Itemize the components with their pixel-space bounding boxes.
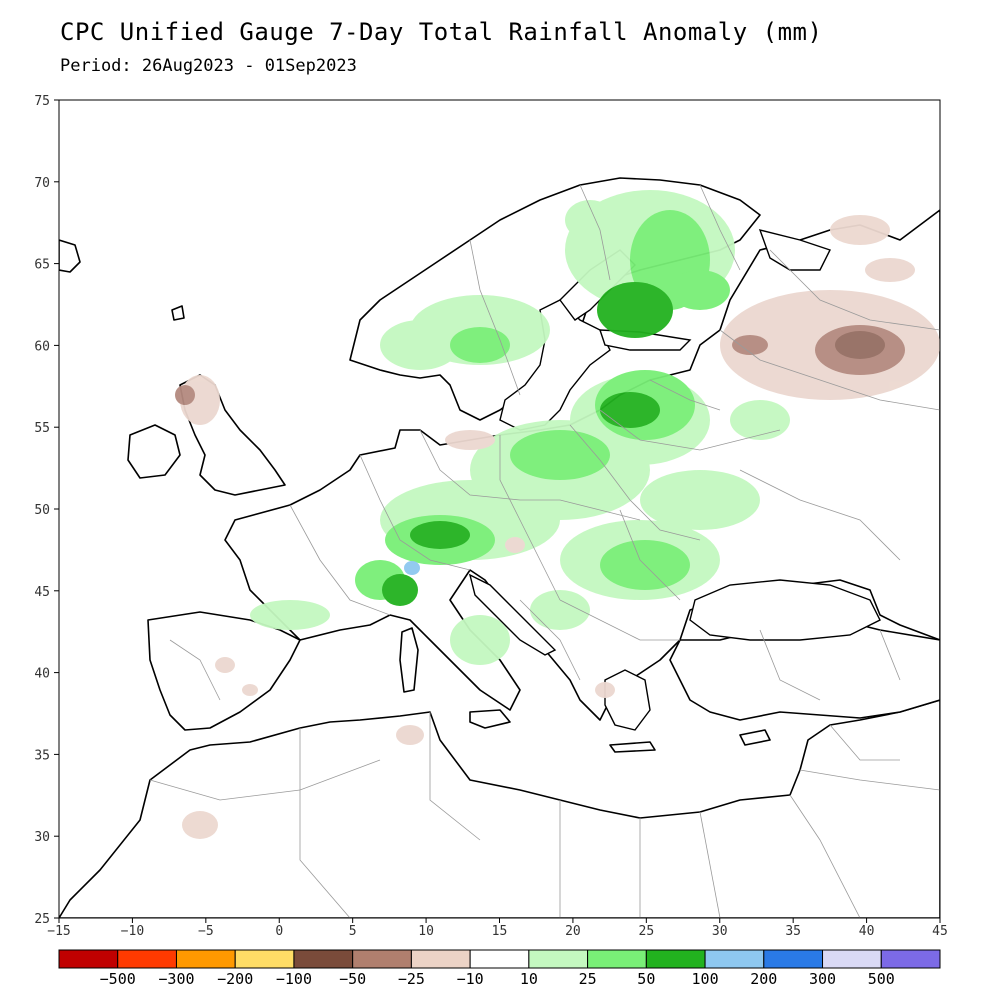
lat-tick-label: 30 (34, 830, 50, 845)
faroe-islands (171, 305, 185, 321)
lat-tick-label: 55 (34, 421, 50, 436)
crete (609, 741, 656, 753)
colorbar-swatch (587, 949, 647, 969)
lon-tick-label: −15 (47, 924, 70, 939)
aegean-sea (604, 669, 651, 731)
lon-tick-label: 40 (859, 924, 875, 939)
lon-tick-label: 25 (639, 924, 655, 939)
colorbar-swatch (822, 949, 882, 969)
colorbar-swatch (528, 949, 589, 969)
lat-tick-label: 25 (34, 912, 50, 927)
lon-tick-label: 5 (349, 924, 357, 939)
cyprus (739, 729, 771, 746)
colorbar-label: 10 (520, 970, 538, 988)
colorbar-label: 200 (750, 970, 777, 988)
country-borders (149, 184, 940, 918)
baltic-sea (499, 299, 611, 431)
colorbar-swatch (58, 949, 119, 969)
colorbar-swatch (293, 949, 354, 969)
lat-tick-label: 40 (34, 667, 50, 682)
colorbar-swatch (117, 949, 177, 969)
colorbar-swatch (469, 949, 530, 969)
black-sea (689, 579, 881, 641)
colorbar-swatch (763, 949, 824, 969)
lat-tick-label: 60 (34, 339, 50, 354)
colorbar: −500 −300 −200 −100 −50 −25 −10 10 25 50 100 200 300… (58, 949, 941, 988)
longitude-axis: −15 −10 −5 0 5 10 15 20 25 30 35 40 45 (47, 918, 948, 939)
colorbar-swatch (645, 949, 706, 969)
white-sea (758, 229, 831, 271)
lon-tick-label: 20 (565, 924, 581, 939)
lon-tick-label: 35 (785, 924, 801, 939)
lat-tick-label: 75 (34, 94, 50, 109)
colorbar-label: 50 (637, 970, 655, 988)
colorbar-swatch (704, 949, 765, 969)
lon-tick-label: 45 (932, 924, 948, 939)
inland-seas (468, 229, 881, 731)
lon-tick-label: 0 (275, 924, 283, 939)
colorbar-label: 25 (579, 970, 597, 988)
colorbar-label: −500 (100, 970, 136, 988)
lon-tick-label: 30 (712, 924, 728, 939)
map-area (59, 100, 940, 918)
lat-tick-label: 45 (34, 585, 50, 600)
colorbar-label: 100 (692, 970, 719, 988)
colorbar-label: −300 (158, 970, 194, 988)
lon-tick-label: −10 (121, 924, 144, 939)
sicily (469, 709, 511, 729)
anomaly-shading (175, 190, 940, 839)
lon-tick-label: −5 (198, 924, 214, 939)
adriatic-sea (468, 573, 557, 656)
colorbar-swatch (352, 949, 412, 969)
colorbar-label: −50 (339, 970, 366, 988)
lat-tick-label: 65 (34, 258, 50, 273)
colorbar-label: 500 (868, 970, 895, 988)
map-title: CPC Unified Gauge 7-Day Total Rainfall A… (60, 18, 823, 46)
lat-tick-label: 70 (34, 176, 50, 191)
colorbar-label: −200 (217, 970, 253, 988)
colorbar-swatch (410, 949, 471, 969)
ireland-landmass (127, 424, 181, 479)
iceland-edge (59, 239, 81, 273)
colorbar-label: −100 (276, 970, 312, 988)
colorbar-swatch (175, 949, 236, 969)
lat-tick-label: 50 (34, 503, 50, 518)
colorbar-swatch (880, 949, 941, 969)
period-label: Period: 26Aug2023 - 01Sep2023 (60, 56, 357, 76)
corsica-sardinia (399, 627, 419, 693)
lat-tick-label: 35 (34, 748, 50, 763)
latitude-axis: 25 30 35 40 45 50 55 60 65 70 75 (34, 94, 59, 927)
colorbar-label: 300 (809, 970, 836, 988)
africa-landmass (59, 699, 940, 918)
colorbar-label: −25 (398, 970, 425, 988)
lon-tick-label: 10 (418, 924, 434, 939)
colorbar-label: −10 (457, 970, 484, 988)
lon-tick-label: 15 (492, 924, 508, 939)
colorbar-swatch (234, 949, 295, 969)
